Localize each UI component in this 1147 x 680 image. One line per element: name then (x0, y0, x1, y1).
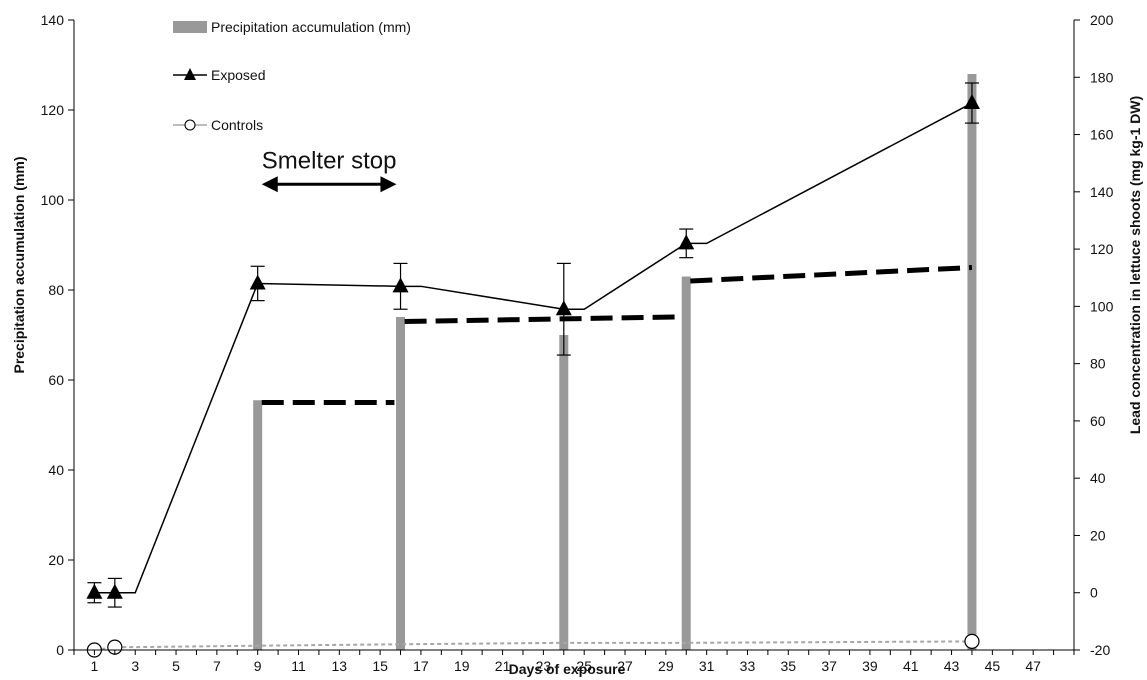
y2-tick-label: 120 (1090, 241, 1114, 257)
y-tick-label: 20 (48, 552, 64, 568)
x-tick-label: 27 (617, 658, 633, 674)
x-tick-label: 41 (903, 658, 919, 674)
legend-label: Precipitation accumulation (mm) (211, 19, 411, 35)
exposed-triangle-marker (106, 583, 123, 599)
precipitation-bar (253, 400, 263, 650)
y2-tick-label: -20 (1090, 642, 1110, 658)
x-tick-label: 19 (454, 658, 470, 674)
y2-tick-label: 20 (1090, 527, 1106, 543)
x-tick-label: 33 (740, 658, 756, 674)
legend: Precipitation accumulation (mm) Exposed Co… (173, 19, 411, 133)
x-tick-label: 37 (821, 658, 837, 674)
precipitation-bar (681, 276, 691, 650)
x-tick-label: 43 (944, 658, 960, 674)
x-tick-label: 1 (91, 658, 99, 674)
legend-label: Controls (211, 117, 263, 133)
y-tick-label: 120 (41, 102, 65, 118)
y2-tick-label: 40 (1090, 470, 1106, 486)
y2-tick-label: 80 (1090, 356, 1106, 372)
exposed-line (94, 102, 973, 594)
y-tick-label: 60 (48, 372, 64, 388)
y2-tick-label: 140 (1090, 184, 1114, 200)
y-tick-label: 140 (41, 12, 65, 28)
x-tick-label: 23 (536, 658, 552, 674)
controls-line (94, 640, 972, 651)
y2-tick-label: 100 (1090, 298, 1114, 314)
exposed-triangle-marker (963, 94, 980, 110)
legend-swatch-controls-circle (184, 119, 196, 131)
x-tick-label: 5 (172, 658, 180, 674)
x-tick-label: 29 (658, 658, 674, 674)
precipitation-bar (967, 74, 977, 650)
y2-tick-label: 180 (1090, 69, 1114, 85)
y2-tick-label: 160 (1090, 127, 1114, 143)
axes-layer: 1 3 5 7 9 11 13 15 17 19 21 23 25 27 29 31 33 35 37 39 41 43 4… (41, 12, 1114, 674)
precipitation-bar (396, 317, 406, 650)
x-tick-label: 13 (332, 658, 348, 674)
legend-swatch-exposed-triangle (184, 68, 196, 80)
x-tick-label: 45 (985, 658, 1001, 674)
precipitation-bar (559, 335, 569, 650)
y2-tick-label: 200 (1090, 12, 1114, 28)
smelter-stop-arrowhead-left (261, 176, 278, 193)
y-tick-label: 80 (48, 282, 64, 298)
y2-axis-title: Lead concentration in lettuce shoots (mg… (1127, 96, 1143, 434)
x-tick-label: 15 (372, 658, 388, 674)
y2-tick-label: 0 (1090, 585, 1098, 601)
exposed-triangle-marker (86, 583, 103, 599)
lines-layer (86, 82, 980, 658)
annotation-layer: Smelter stop (261, 147, 397, 193)
smelter-stop-arrowhead-right (380, 176, 397, 193)
x-tick-label: 21 (495, 658, 511, 674)
x-tick-label: 17 (413, 658, 429, 674)
dashed-lines-layer (261, 265, 973, 405)
x-tick-label: 9 (254, 658, 262, 674)
legend-label: Exposed (211, 67, 265, 83)
smelter-stop-label: Smelter stop (262, 147, 397, 174)
exposed-triangle-marker (678, 234, 695, 250)
dashed-segment (690, 265, 973, 284)
bars-layer (253, 74, 977, 650)
x-axis-title: Days of exposure (509, 661, 626, 677)
y2-tick-label: 60 (1090, 413, 1106, 429)
y-tick-label: 40 (48, 462, 64, 478)
x-tick-label: 35 (780, 658, 796, 674)
exposed-triangle-marker (249, 274, 266, 290)
exposed-triangle-marker (555, 300, 572, 316)
y-tick-label: 0 (56, 642, 64, 658)
y-tick-label: 100 (41, 192, 65, 208)
x-tick-label: 7 (213, 658, 221, 674)
x-tick-label: 25 (576, 658, 592, 674)
dashed-segment (404, 314, 677, 324)
legend-swatch-precipitation (173, 21, 207, 33)
x-tick-label: 11 (291, 658, 306, 674)
x-tick-label: 3 (131, 658, 139, 674)
exposed-triangle-marker (392, 277, 409, 293)
y-axis-title: Precipitation accumulation (mm) (11, 156, 27, 373)
x-tick-label: 39 (862, 658, 878, 674)
x-tick-label: 31 (699, 658, 715, 674)
controls-circle-marker (964, 633, 980, 650)
x-tick-label: 47 (1025, 658, 1041, 674)
